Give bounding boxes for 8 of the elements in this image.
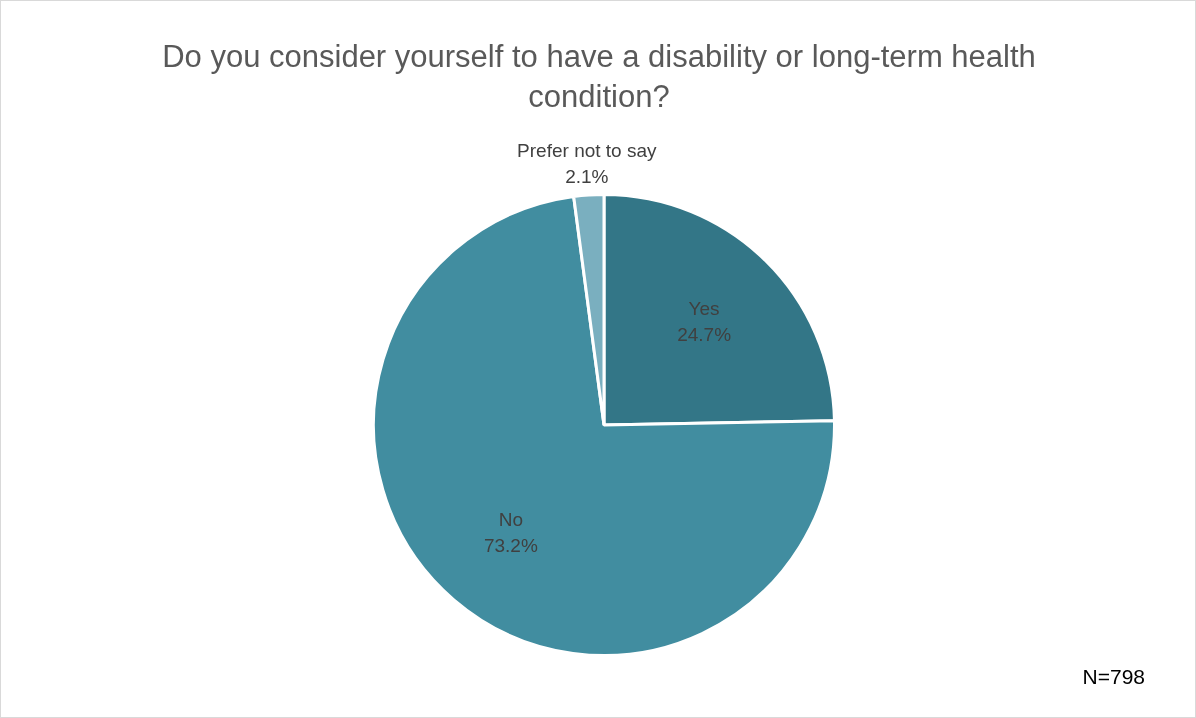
slice-label: Yes [688,298,720,320]
data-label: 2.1% [565,166,609,188]
text: N=798 [1082,665,1145,689]
slice-label: No [498,508,523,530]
data-label: 73.2% [483,534,538,556]
slice-label: Prefer not to say [517,140,658,162]
data-label: 24.7% [677,324,732,346]
chart-title: Do you consider yourself to have a disability or long-term health condition? [161,38,1037,116]
